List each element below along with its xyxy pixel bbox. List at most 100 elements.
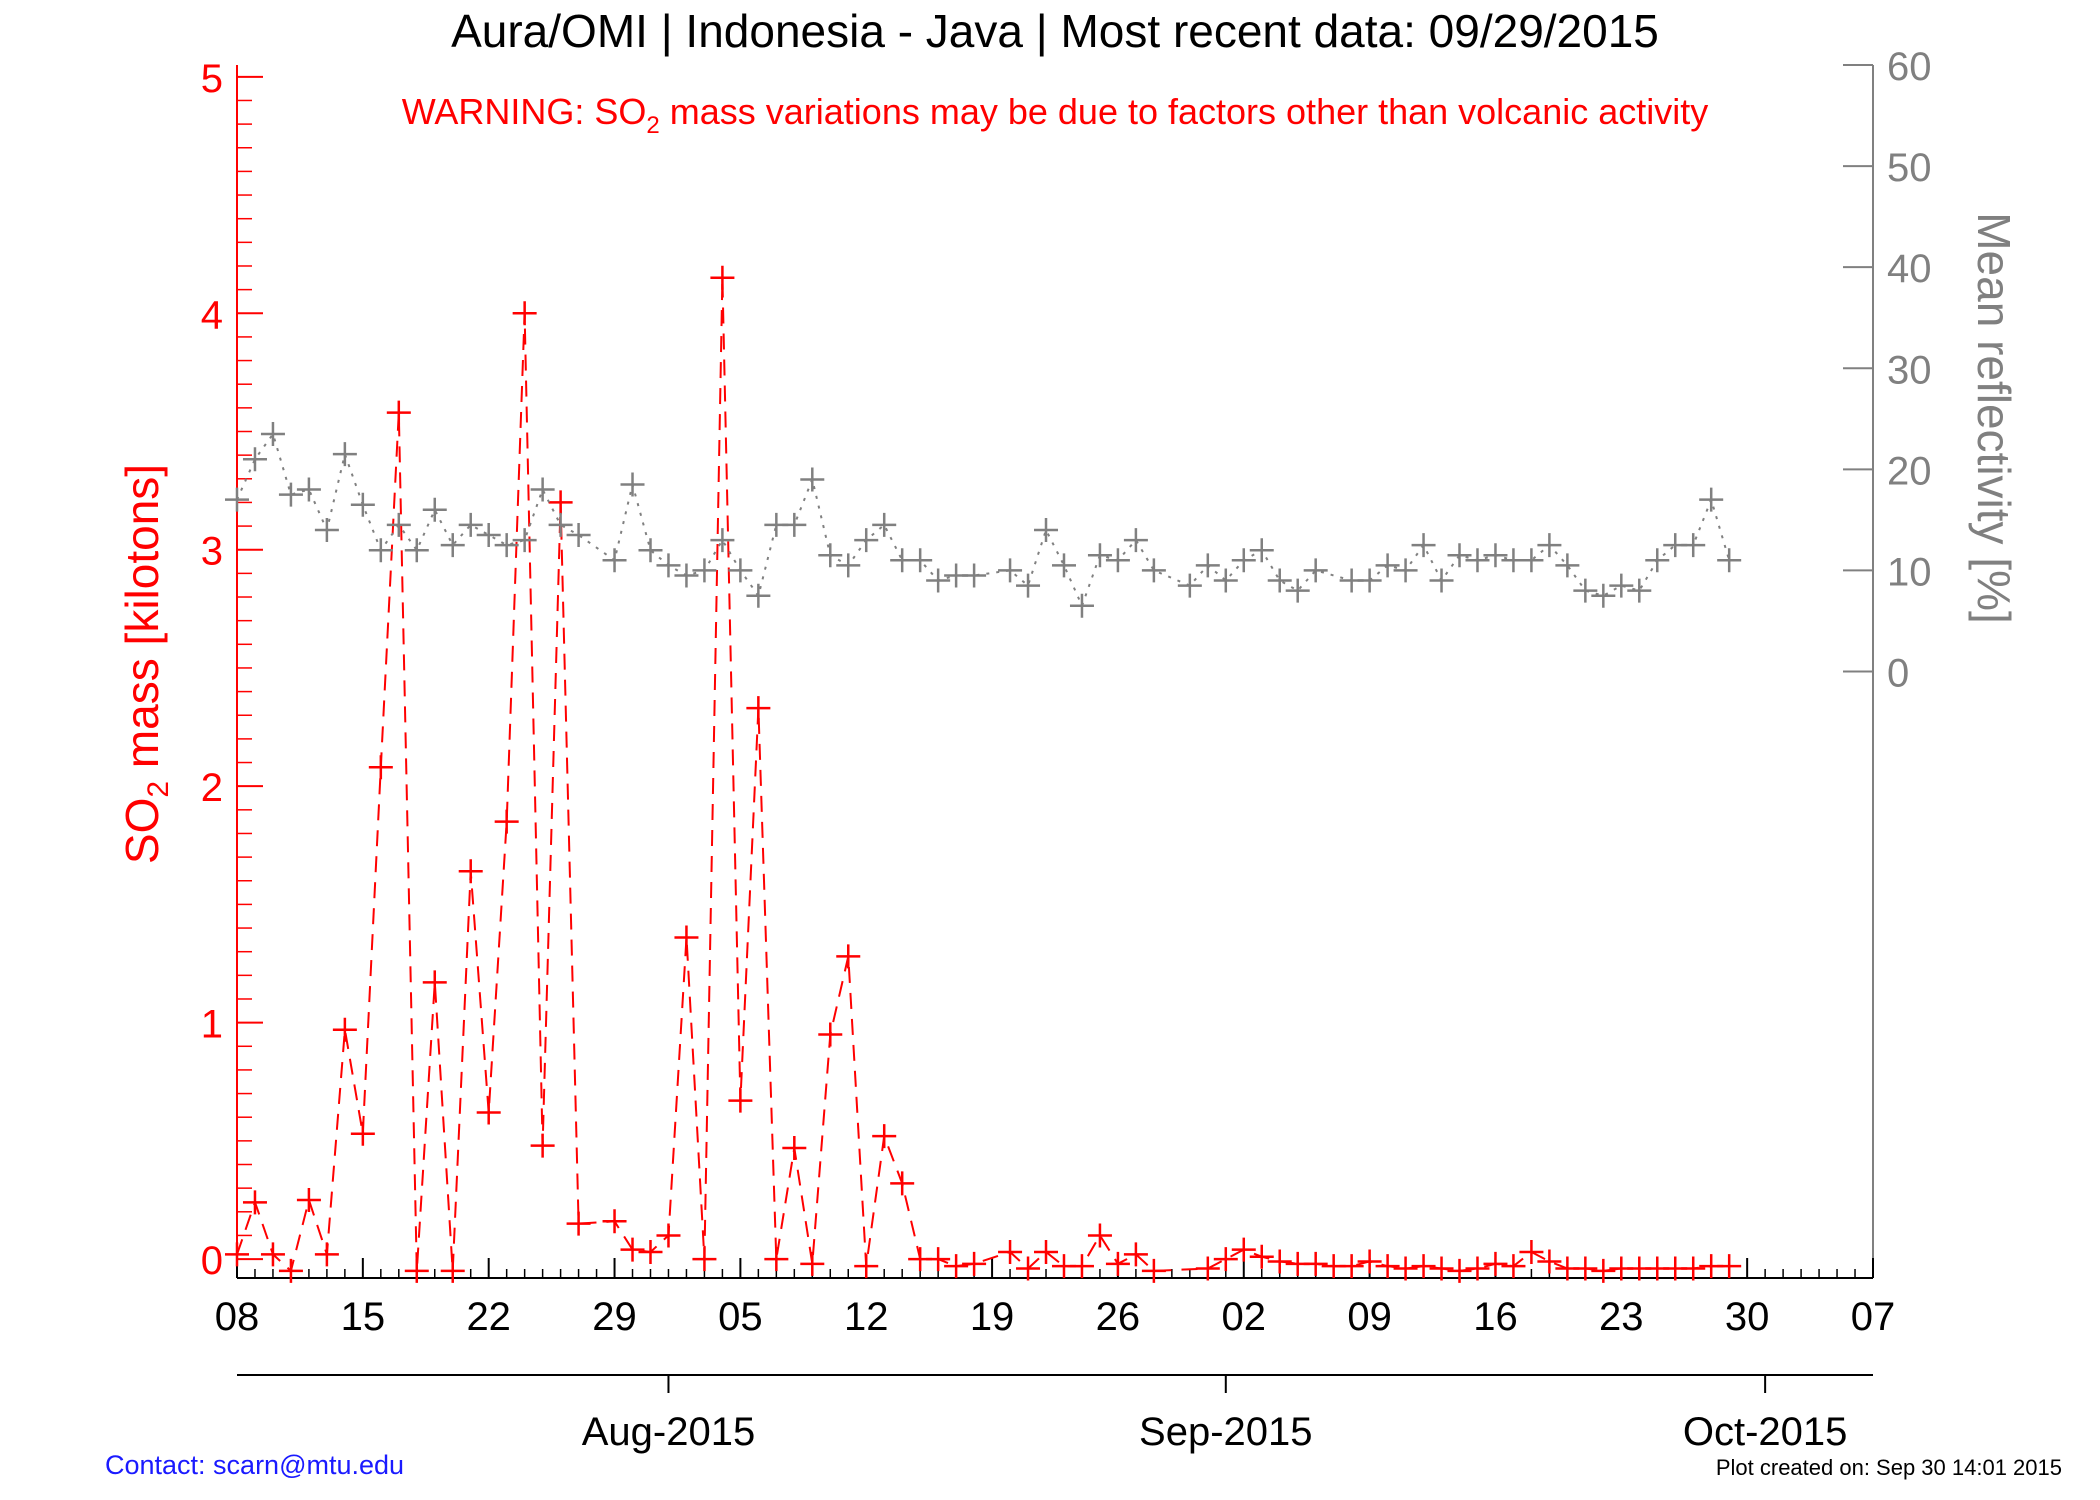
so2-data-point bbox=[458, 859, 483, 884]
warning-prefix: WARNING: SO bbox=[402, 91, 647, 132]
reflectivity-data-point bbox=[422, 497, 447, 522]
so2-data-point bbox=[728, 1088, 753, 1113]
so2-data-point bbox=[386, 400, 411, 425]
reflectivity-data-point bbox=[566, 523, 591, 548]
x-tick-label: 26 bbox=[1096, 1295, 1141, 1339]
chart-series bbox=[225, 265, 1742, 1283]
reflectivity-data-point bbox=[458, 512, 483, 537]
reflectivity-data-point bbox=[1699, 487, 1724, 512]
reflectivity-data-point bbox=[1645, 548, 1670, 573]
x-tick-label: 07 bbox=[1851, 1295, 1896, 1339]
reflectivity-data-point bbox=[296, 477, 321, 502]
so2-data-point bbox=[1123, 1242, 1148, 1267]
x-tick-label: 05 bbox=[718, 1295, 763, 1339]
so2-data-point bbox=[350, 1121, 375, 1146]
reflectivity-data-point bbox=[1051, 553, 1076, 578]
reflectivity-data-point bbox=[1231, 548, 1256, 573]
so2-data-point bbox=[872, 1124, 897, 1149]
so2-data-point bbox=[926, 1247, 951, 1272]
reflectivity-data-point bbox=[1519, 548, 1544, 573]
reflectivity-data-point bbox=[1249, 538, 1274, 563]
reflectivity-data-point bbox=[1555, 553, 1580, 578]
y-right-tick-label: 50 bbox=[1887, 146, 1932, 190]
reflectivity-data-point bbox=[1411, 533, 1436, 558]
warning-note: WARNING: SO2 mass variations may be due … bbox=[402, 91, 1709, 139]
reflectivity-data-point bbox=[260, 421, 285, 446]
reflectivity-data-point bbox=[1141, 558, 1166, 583]
so2-data-point bbox=[260, 1242, 285, 1267]
reflectivity-data-point bbox=[1393, 558, 1418, 583]
so2-data-point bbox=[638, 1239, 663, 1264]
x-tick-label: 09 bbox=[1347, 1295, 1392, 1339]
so2-data-point bbox=[1105, 1251, 1130, 1276]
so2-data-point bbox=[512, 301, 537, 326]
month-tick-label: Sep-2015 bbox=[1139, 1410, 1312, 1454]
so2-data-point bbox=[1465, 1256, 1490, 1281]
reflectivity-data-point bbox=[710, 528, 735, 553]
x-tick-label: 30 bbox=[1725, 1295, 1770, 1339]
reflectivity-data-point bbox=[836, 553, 861, 578]
reflectivity-data-point bbox=[1357, 568, 1382, 593]
so2-data-point bbox=[314, 1242, 339, 1267]
reflectivity-data-point bbox=[512, 528, 537, 553]
so2-data-point bbox=[782, 1135, 807, 1160]
reflectivity-data-point bbox=[1627, 578, 1652, 603]
reflectivity-data-point bbox=[440, 533, 465, 558]
so2-data-point bbox=[278, 1258, 303, 1283]
so2-data-point bbox=[1195, 1256, 1220, 1281]
so2-data-point bbox=[1519, 1239, 1544, 1264]
reflectivity-data-point bbox=[1069, 593, 1094, 618]
so2-data-point bbox=[998, 1239, 1023, 1264]
so2-data-point bbox=[1249, 1244, 1274, 1269]
so2-data-point bbox=[368, 755, 393, 780]
x-tick-label: 02 bbox=[1222, 1295, 1267, 1339]
so2-series-line bbox=[236, 277, 1730, 1273]
so2-data-point bbox=[1501, 1254, 1526, 1279]
chart-title: Aura/OMI | Indonesia - Java | Most recen… bbox=[451, 5, 1659, 57]
so2-data-point bbox=[962, 1251, 987, 1276]
month-tick-label: Aug-2015 bbox=[582, 1410, 755, 1454]
reflectivity-data-point bbox=[368, 538, 393, 563]
reflectivity-data-point bbox=[854, 528, 879, 553]
plot-created-note: Plot created on: Sep 30 14:01 2015 bbox=[1715, 1455, 2062, 1480]
x-tick-label: 15 bbox=[341, 1295, 386, 1339]
reflectivity-data-point bbox=[1609, 573, 1634, 598]
y-right-tick-label: 60 bbox=[1887, 45, 1932, 89]
so2-data-point bbox=[944, 1254, 969, 1279]
reflectivity-data-point bbox=[386, 512, 411, 537]
so2-data-point bbox=[710, 265, 735, 290]
so2-data-point bbox=[476, 1100, 501, 1125]
reflectivity-data-point bbox=[1016, 573, 1041, 598]
reflectivity-data-point bbox=[242, 447, 267, 472]
y-left-tick-label: 2 bbox=[201, 766, 223, 810]
so2-data-point bbox=[1483, 1251, 1508, 1276]
so2-data-point bbox=[332, 1017, 357, 1042]
so2-data-point bbox=[602, 1209, 627, 1234]
month-tick-label: Oct-2015 bbox=[1683, 1410, 1848, 1454]
reflectivity-data-point bbox=[1285, 578, 1310, 603]
y-left-tick-label: 4 bbox=[201, 293, 223, 337]
reflectivity-data-point bbox=[728, 558, 753, 583]
so2-data-point bbox=[404, 1258, 429, 1283]
x-tick-label: 12 bbox=[844, 1295, 889, 1339]
y-left-label-prefix: SO bbox=[116, 798, 168, 864]
reflectivity-data-point bbox=[350, 492, 375, 517]
reflectivity-data-point bbox=[548, 512, 573, 537]
reflectivity-data-point bbox=[1429, 568, 1454, 593]
so2-data-point bbox=[1303, 1251, 1328, 1276]
reflectivity-data-point bbox=[638, 538, 663, 563]
reflectivity-data-point bbox=[1375, 553, 1400, 578]
reflectivity-data-point bbox=[746, 583, 771, 608]
y-left-tick-label: 5 bbox=[201, 57, 223, 101]
warning-subscript: 2 bbox=[646, 112, 659, 139]
so2-data-point bbox=[746, 696, 771, 721]
reflectivity-data-point bbox=[1573, 578, 1598, 603]
reflectivity-data-point bbox=[692, 558, 717, 583]
reflectivity-data-point bbox=[530, 477, 555, 502]
so2-data-point bbox=[1087, 1223, 1112, 1248]
so2-data-point bbox=[1213, 1247, 1238, 1272]
so2-data-point bbox=[1591, 1258, 1616, 1283]
so2-data-point bbox=[818, 1022, 843, 1047]
